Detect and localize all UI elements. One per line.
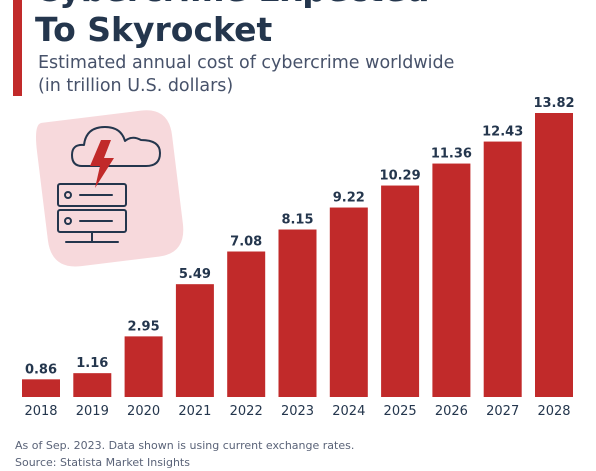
x-tick-2018: 2018 xyxy=(24,404,57,419)
subtitle-line-2: (in trillion U.S. dollars) xyxy=(38,76,234,96)
value-label-2027: 12.43 xyxy=(482,125,523,140)
value-label-2026: 11.36 xyxy=(431,147,472,162)
bar-2020 xyxy=(124,336,163,397)
chart-subtitle: Estimated annual cost of cybercrime worl… xyxy=(38,52,578,98)
value-label-2020: 2.95 xyxy=(128,319,160,334)
value-label-2022: 7.08 xyxy=(230,235,262,250)
bar-2019 xyxy=(73,373,112,397)
bar-2028 xyxy=(535,113,573,397)
value-label-2021: 5.49 xyxy=(179,267,211,282)
value-label-2025: 10.29 xyxy=(380,169,421,184)
title-line-1: Cybercrime Expected xyxy=(35,0,595,10)
x-tick-2019: 2019 xyxy=(76,404,109,419)
x-tick-2027: 2027 xyxy=(486,404,519,419)
x-tick-2020: 2020 xyxy=(127,404,160,419)
value-label-2023: 8.15 xyxy=(281,213,313,228)
footnote-source: Source: Statista Market Insights xyxy=(15,456,190,469)
bar-2022 xyxy=(227,251,266,397)
server-cloud-lightning-icon xyxy=(36,110,184,267)
x-tick-2026: 2026 xyxy=(435,404,468,419)
x-tick-2022: 2022 xyxy=(230,404,263,419)
subtitle-line-1: Estimated annual cost of cybercrime worl… xyxy=(38,53,455,73)
title-accent-bar xyxy=(13,0,22,96)
x-tick-2028: 2028 xyxy=(537,404,570,419)
bar-2027 xyxy=(483,141,522,397)
x-tick-2023: 2023 xyxy=(281,404,314,419)
bars xyxy=(22,113,573,397)
value-label-2018: 0.86 xyxy=(25,362,57,377)
value-label-2019: 1.16 xyxy=(76,356,108,371)
value-labels: 0.86 1.16 2.95 5.49 7.08 8.15 9.22 10.29 11.36 12… xyxy=(25,96,575,377)
bar-2026 xyxy=(432,163,471,397)
x-axis-tick-labels: 2018 2019 2020 2021 2022 2023 2024 2025 2026 2027… xyxy=(24,404,570,419)
bar-2021 xyxy=(175,284,214,397)
x-tick-2021: 2021 xyxy=(178,404,211,419)
title-line-2: To Skyrocket xyxy=(35,10,273,49)
x-tick-2025: 2025 xyxy=(384,404,417,419)
chart-title: Cybercrime Expected To Skyrocket xyxy=(35,0,595,50)
bar-2018 xyxy=(22,379,60,397)
bar-2025 xyxy=(381,185,420,397)
value-label-2024: 9.22 xyxy=(333,191,365,206)
bar-2024 xyxy=(329,207,368,397)
x-tick-2024: 2024 xyxy=(332,404,365,419)
footnote-note: As of Sep. 2023. Data shown is using cur… xyxy=(15,439,355,452)
footnote: As of Sep. 2023. Data shown is using cur… xyxy=(15,437,585,471)
bar-2023 xyxy=(278,229,317,397)
value-label-2028: 13.82 xyxy=(533,96,574,111)
